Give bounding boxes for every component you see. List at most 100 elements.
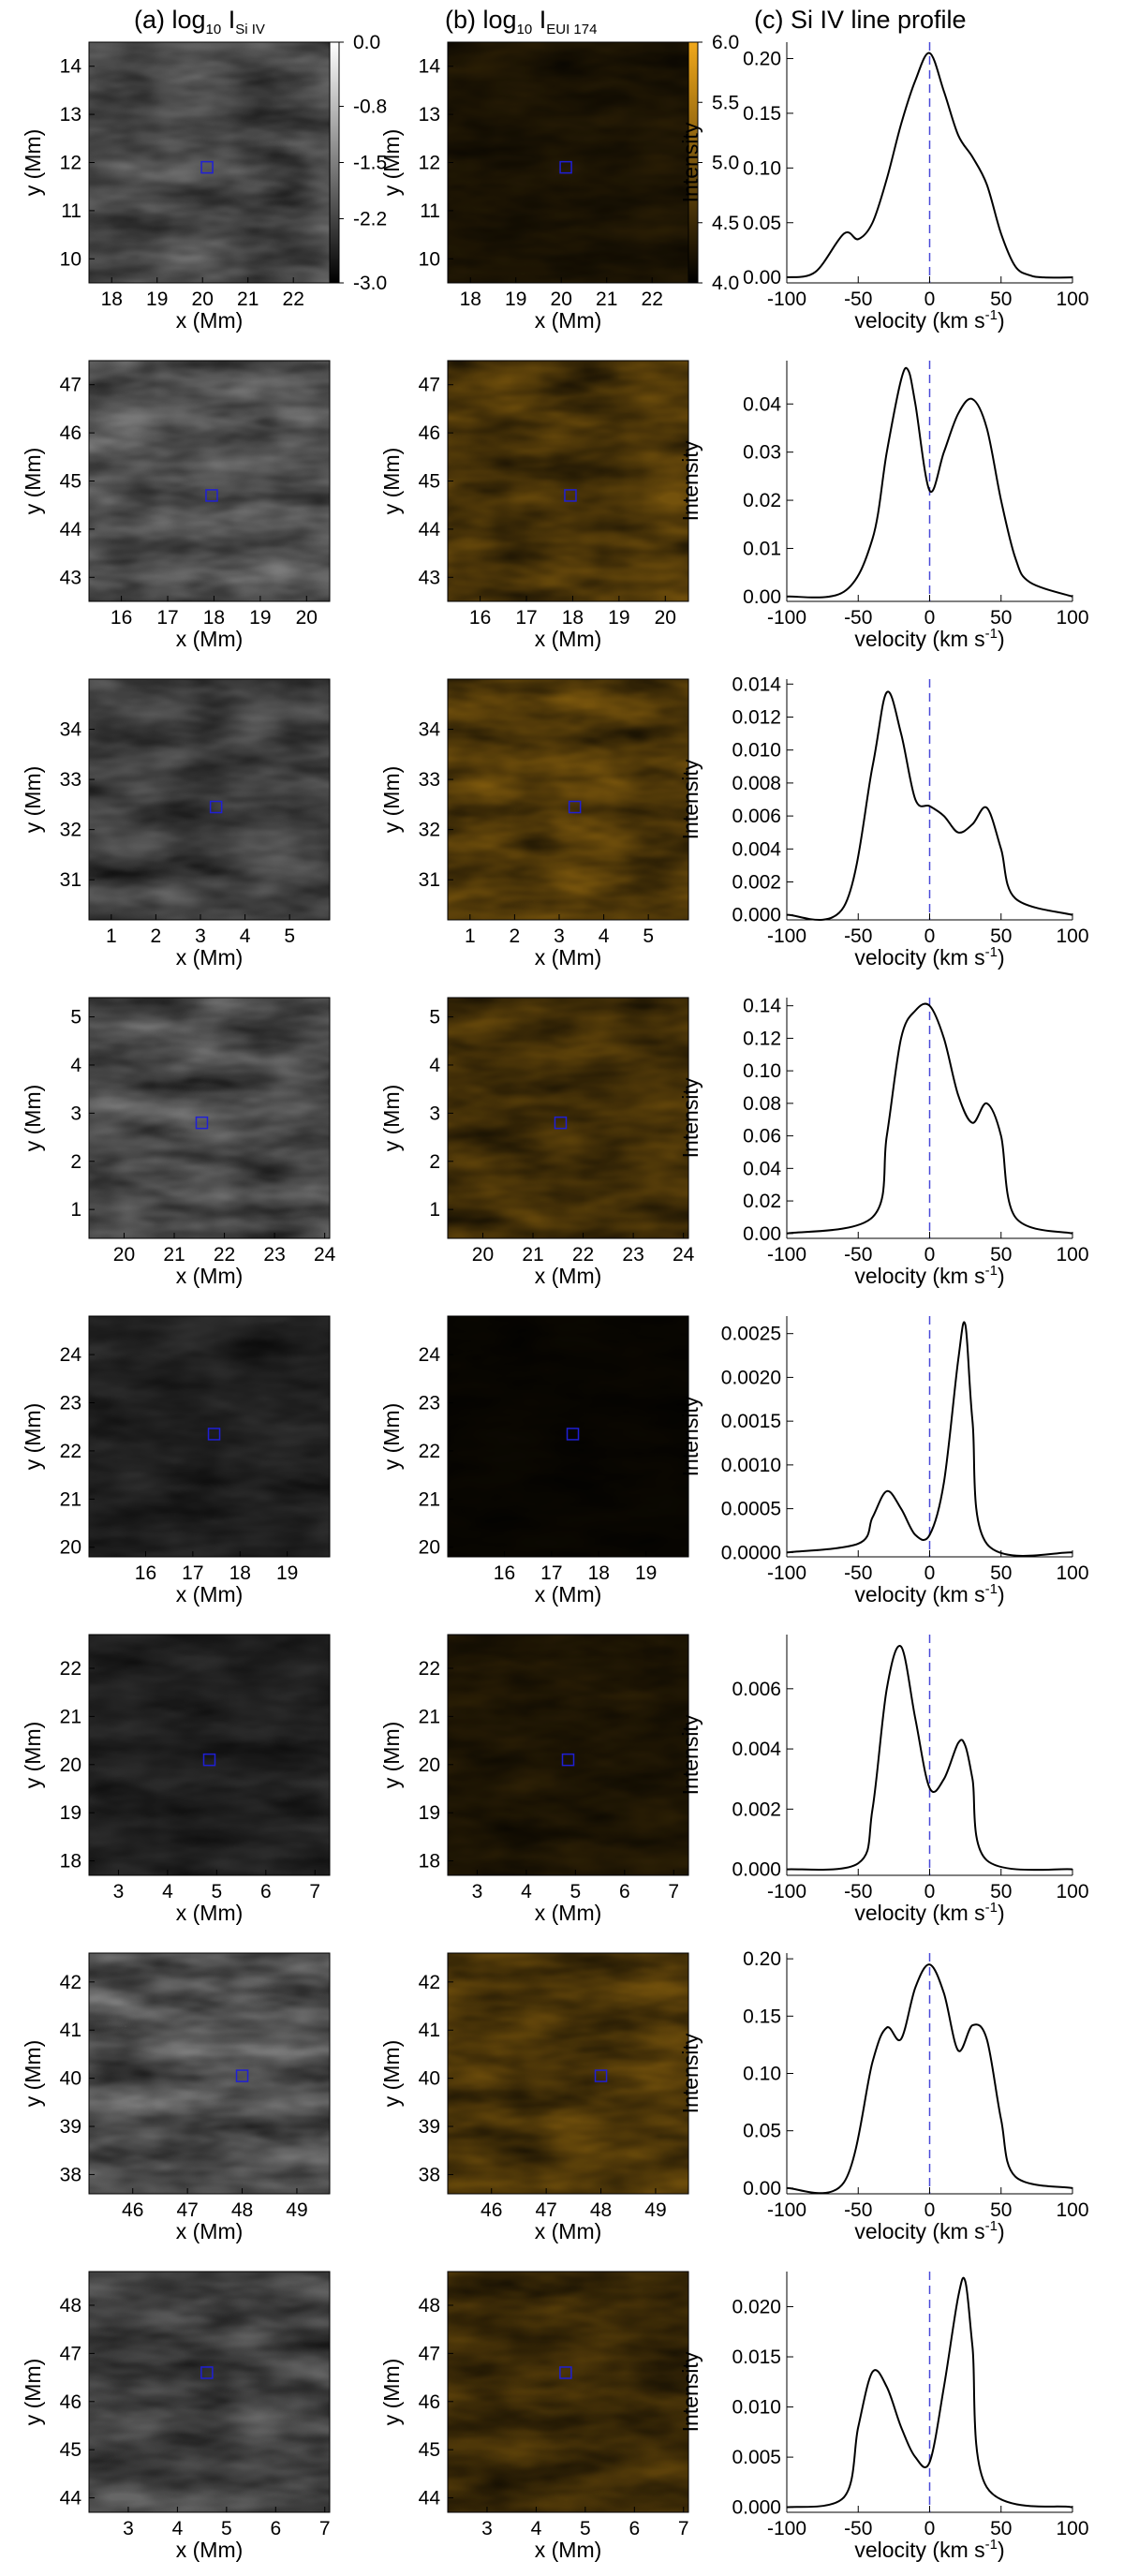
selection-box <box>559 160 572 174</box>
profile-panel-5: -100 -50 0 50 100 0.0000 0.0005 0.0010 0.0015 0.0… <box>678 1316 1089 1606</box>
x-axis-label-main: velocity (km s <box>854 1264 984 1288</box>
x-tick-label: 3 <box>195 925 206 947</box>
x-tick-label: -100 <box>767 1244 806 1266</box>
selection-box <box>207 1428 221 1441</box>
y-tick-label: 23 <box>60 1393 81 1414</box>
y-tick-label: 0.14 <box>743 996 781 1017</box>
x-tick-label: -50 <box>844 2199 872 2221</box>
y-axis-label: y (Mm) <box>21 1403 45 1471</box>
y-tick-label: 0.0015 <box>721 1411 781 1432</box>
x-axis-label: x (Mm) <box>176 1264 244 1288</box>
x-tick-label: 21 <box>596 289 617 310</box>
y-tick-label: 45 <box>60 471 81 493</box>
colorbar-eui-tick-label: 5.0 <box>712 153 739 174</box>
y-tick-label: 21 <box>60 1706 81 1727</box>
x-tick-label: 4 <box>240 925 251 947</box>
y-tick-label: 48 <box>60 2295 81 2317</box>
si-map-2: 16 17 18 19 20 43 44 45 46 47 x (Mm) y (Mm) <box>21 360 331 651</box>
x-axis-label: velocity (km s-1) <box>854 1581 1004 1606</box>
si-map-1: 18 19 20 21 22 10 11 12 13 14 x (Mm) y (Mm) <box>21 41 331 333</box>
y-tick-label: 32 <box>419 820 440 841</box>
y-axis-label: Intensity <box>678 1396 702 1476</box>
y-tick-label: 0.05 <box>743 2121 781 2142</box>
eui-map-tint <box>448 679 688 920</box>
x-tick-label: 21 <box>522 1244 543 1266</box>
y-tick-label: 18 <box>419 1851 440 1873</box>
y-tick-label: 47 <box>419 2343 440 2364</box>
profile-panel-3: -100 -50 0 50 100 0.000 0.002 0.004 0.006 0.008 0.… <box>678 674 1089 970</box>
x-tick-label: 16 <box>494 1562 515 1584</box>
y-tick-label: 0.03 <box>743 442 781 464</box>
x-tick-label: -100 <box>767 925 806 947</box>
panel-row-6: 3 4 5 6 7 18 19 20 21 22 x (Mm) y (Mm) 3 4 5 6 7 18 19 20 21… <box>21 1634 1089 1925</box>
x-tick-label: 19 <box>505 289 526 310</box>
si-iv-profile-line <box>786 690 1073 921</box>
x-axis-label: x (Mm) <box>176 308 244 333</box>
colorbar-si-tick-label: 0.0 <box>353 32 380 53</box>
x-axis-label: x (Mm) <box>535 2538 602 2562</box>
selection-box <box>235 2069 249 2082</box>
y-tick-label: 22 <box>419 1658 440 1680</box>
y-tick-label: 47 <box>419 375 440 396</box>
x-axis-label: velocity (km s-1) <box>854 1263 1004 1288</box>
x-tick-label: 18 <box>229 1562 251 1584</box>
y-tick-label: 44 <box>419 519 441 540</box>
y-tick-label: 11 <box>420 200 440 222</box>
y-tick-label: 22 <box>60 1441 81 1462</box>
y-tick-label: 34 <box>419 719 441 741</box>
y-tick-label: 44 <box>60 519 82 540</box>
y-tick-label: 0.006 <box>732 806 781 827</box>
si-map-texture <box>89 2272 330 2512</box>
x-axis-label: velocity (km s-1) <box>854 626 1004 651</box>
y-tick-label: 24 <box>60 1344 82 1366</box>
y-tick-label: 0.010 <box>732 2397 781 2419</box>
x-tick-label: 7 <box>319 2518 331 2539</box>
y-tick-label: 0.002 <box>732 1799 781 1820</box>
y-axis-label: Intensity <box>678 2033 702 2113</box>
y-tick-label: 2 <box>429 1151 440 1173</box>
y-tick-label: 0.000 <box>732 905 781 926</box>
si-map-texture <box>89 679 330 920</box>
x-tick-label: 19 <box>146 289 168 310</box>
eui-map-frame <box>447 2271 689 2513</box>
y-tick-label: 40 <box>60 2068 81 2090</box>
x-axis-label: velocity (km s-1) <box>854 944 1004 970</box>
x-tick-label: 20 <box>655 607 676 629</box>
x-tick-label: 19 <box>608 607 629 629</box>
y-tick-label: 0.01 <box>743 538 781 559</box>
x-axis-label-main: velocity (km s <box>854 1582 984 1606</box>
selection-box <box>594 2069 608 2082</box>
y-tick-label: 0.006 <box>732 1679 781 1700</box>
si-iv-profile-line <box>786 366 1073 599</box>
colorbar-eui-tick-label: 4.5 <box>712 213 739 234</box>
y-tick-label: 20 <box>419 1537 440 1559</box>
x-tick-label: 2 <box>510 925 521 947</box>
x-tick-label: -100 <box>767 607 806 629</box>
x-tick-label: 7 <box>668 1881 679 1902</box>
profile-panel-8: -100 -50 0 50 100 0.000 0.005 0.010 0.015 0.020 ve… <box>678 2272 1089 2562</box>
y-tick-label: 0.000 <box>732 1859 781 1881</box>
selection-box <box>200 160 214 174</box>
y-axis-label: y (Mm) <box>21 1722 45 1789</box>
y-tick-label: 0.0020 <box>721 1367 781 1388</box>
y-tick-label: 0.015 <box>732 2347 781 2368</box>
y-axis-label: y (Mm) <box>379 766 404 834</box>
colorbar-si: 0.0 -0.8 -1.5 -2.2 -3.0 <box>329 32 387 294</box>
selection-box <box>202 1753 216 1767</box>
eui-map-frame <box>447 997 689 1239</box>
x-axis-label: x (Mm) <box>535 1264 602 1288</box>
y-tick-label: 32 <box>60 820 81 841</box>
x-axis-label: velocity (km s-1) <box>854 1900 1004 1925</box>
selection-box <box>195 1116 209 1130</box>
x-axis-label-exp: -1 <box>985 626 998 642</box>
x-tick-label: 100 <box>1056 1244 1088 1266</box>
y-tick-label: 45 <box>419 2439 440 2461</box>
y-tick-label: 31 <box>419 869 440 891</box>
si-map-texture <box>89 361 330 601</box>
y-tick-label: 39 <box>60 2116 81 2138</box>
x-tick-label: 22 <box>283 289 304 310</box>
